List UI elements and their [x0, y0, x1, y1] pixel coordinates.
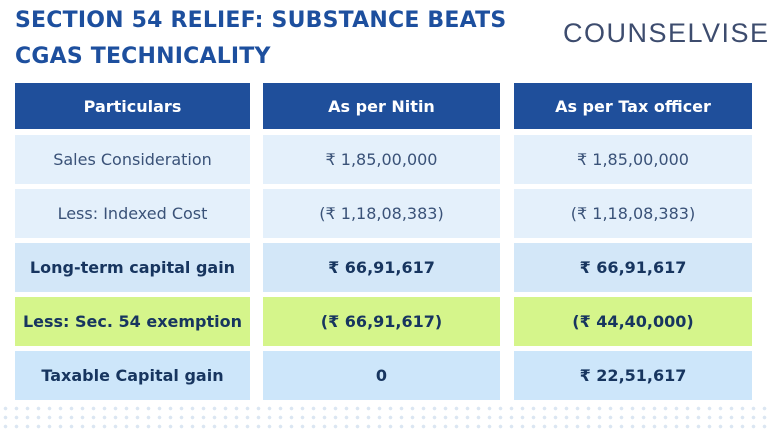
table-cell: (₹ 1,18,08,383): [263, 189, 500, 238]
table-cell: Sales Consideration: [15, 135, 250, 184]
table-cell: Less: Sec. 54 exemption: [15, 297, 250, 346]
table-cell: ₹ 22,51,617: [514, 351, 752, 400]
table-cell: (₹ 66,91,617): [263, 297, 500, 346]
table-cell: (₹ 44,40,000): [514, 297, 752, 346]
title: CGAS TECHNICALITY: [15, 44, 271, 69]
table-cell: (₹ 1,18,08,383): [514, 189, 752, 238]
table-cell: As per Nitin: [263, 83, 500, 129]
table-cell: Less: Indexed Cost: [15, 189, 250, 238]
table-cell: Long-term capital gain: [15, 243, 250, 292]
logo: COUNSELVISE: [563, 18, 768, 48]
table-cell: ₹ 1,85,00,000: [514, 135, 752, 184]
table-cell: Particulars: [15, 83, 250, 129]
dot-pattern: [0, 404, 768, 432]
table-cell: ₹ 66,91,617: [514, 243, 752, 292]
table-cell: As per Tax officer: [514, 83, 752, 129]
table-cell: ₹ 1,85,00,000: [263, 135, 500, 184]
table-cell: Taxable Capital gain: [15, 351, 250, 400]
table-cell: ₹ 66,91,617: [263, 243, 500, 292]
title: SECTION 54 RELIEF: SUBSTANCE BEATS: [15, 8, 507, 33]
table-cell: 0: [263, 351, 500, 400]
